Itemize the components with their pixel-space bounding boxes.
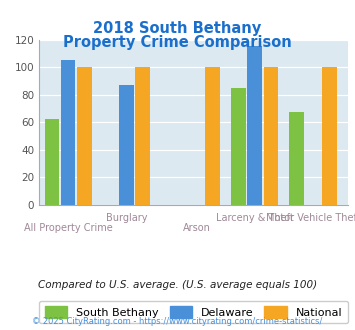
Text: 2018 South Bethany: 2018 South Bethany <box>93 21 262 36</box>
Bar <box>231 88 246 205</box>
Bar <box>119 85 134 205</box>
Bar <box>45 119 59 205</box>
Bar <box>289 113 304 205</box>
Bar <box>206 67 220 205</box>
Bar <box>77 67 92 205</box>
Text: Arson: Arson <box>182 223 210 233</box>
Bar <box>322 67 337 205</box>
Bar <box>247 47 262 205</box>
Text: All Property Crime: All Property Crime <box>24 223 113 233</box>
Text: Motor Vehicle Theft: Motor Vehicle Theft <box>266 213 355 223</box>
Bar <box>136 67 150 205</box>
Text: Larceny & Theft: Larceny & Theft <box>216 213 294 223</box>
Text: Compared to U.S. average. (U.S. average equals 100): Compared to U.S. average. (U.S. average … <box>38 280 317 290</box>
Text: © 2025 CityRating.com - https://www.cityrating.com/crime-statistics/: © 2025 CityRating.com - https://www.city… <box>32 317 323 326</box>
Bar <box>264 67 278 205</box>
Bar <box>61 60 76 205</box>
Text: Burglary: Burglary <box>106 213 147 223</box>
Text: Property Crime Comparison: Property Crime Comparison <box>63 35 292 50</box>
Legend: South Bethany, Delaware, National: South Bethany, Delaware, National <box>39 301 348 323</box>
